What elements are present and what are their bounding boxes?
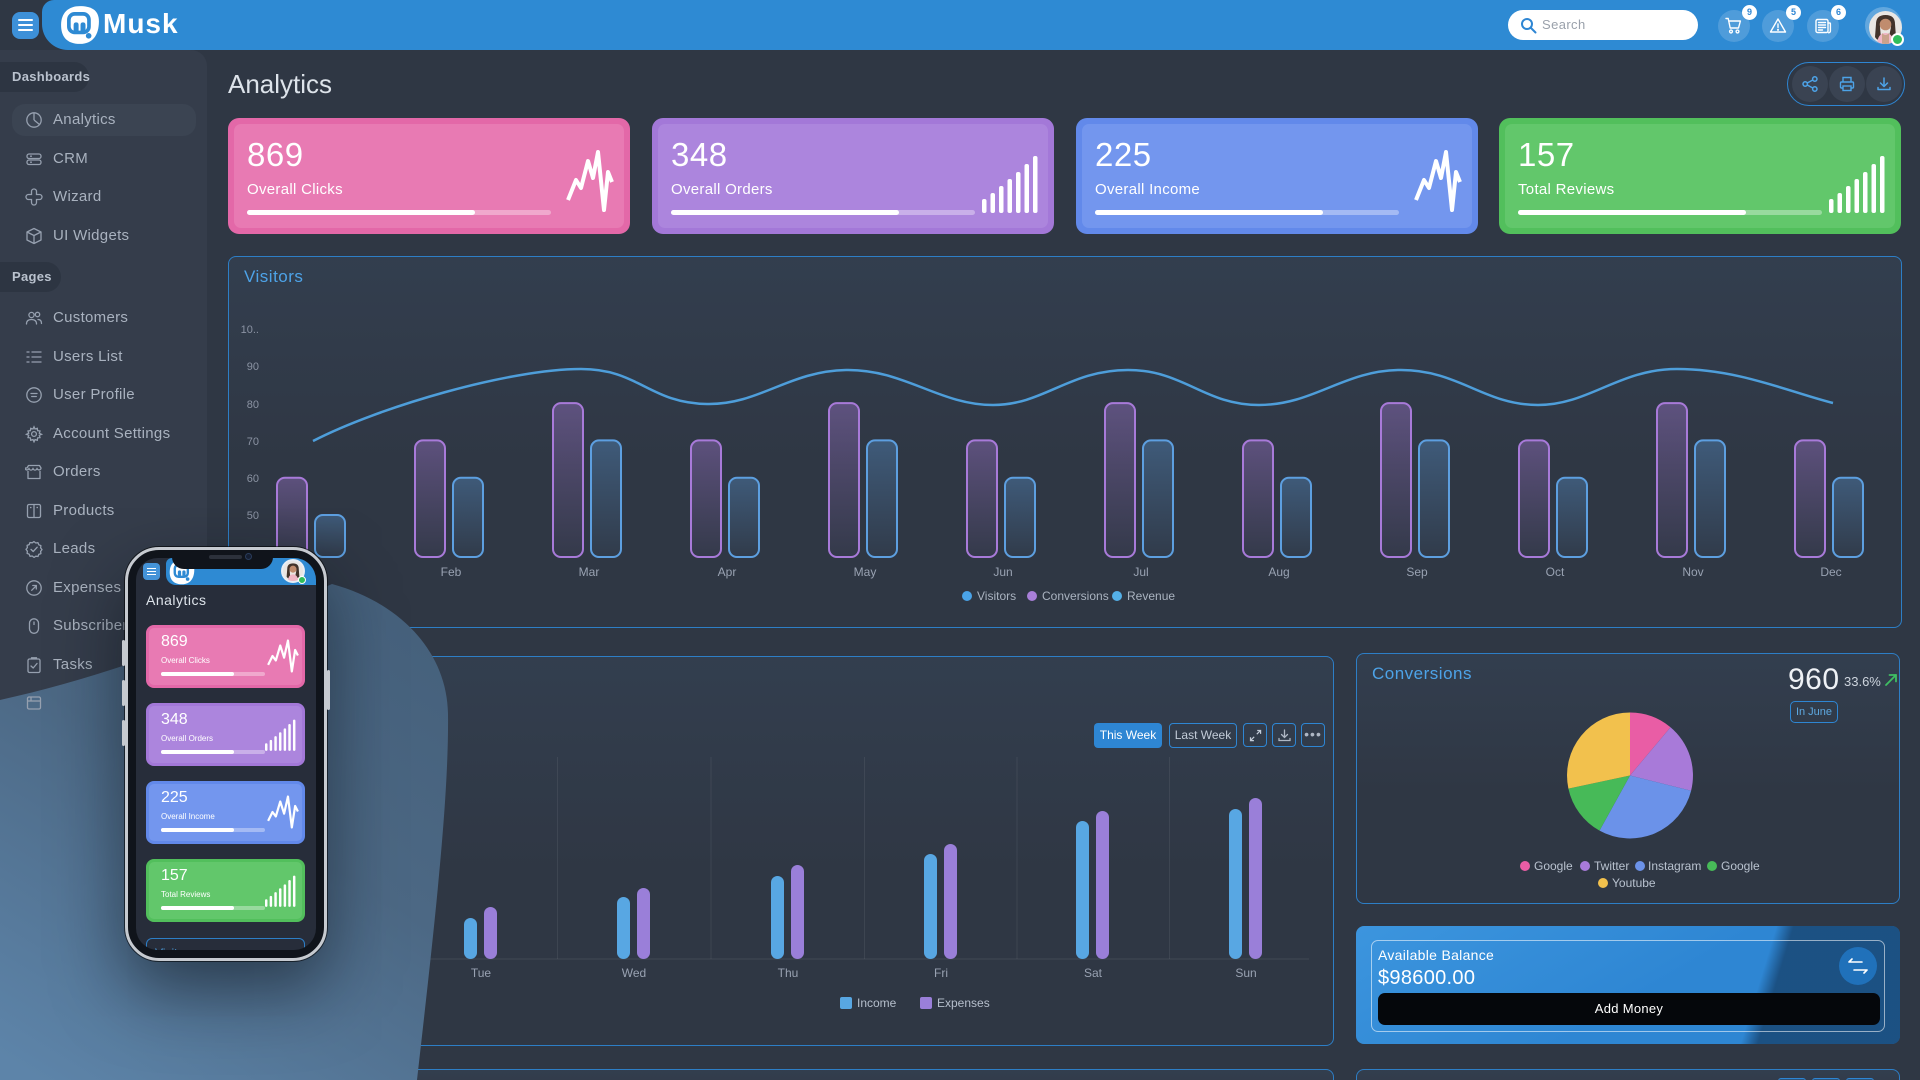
svg-text:Google: Google bbox=[1721, 859, 1760, 873]
svg-text:Tue: Tue bbox=[471, 966, 492, 980]
svg-text:Aug: Aug bbox=[1268, 565, 1289, 579]
svg-text:10..: 10.. bbox=[241, 324, 259, 336]
svg-text:Wed: Wed bbox=[622, 966, 646, 980]
svg-text:Instagram: Instagram bbox=[1648, 859, 1701, 873]
svg-text:Oct: Oct bbox=[1546, 565, 1565, 579]
svg-text:Conversions: Conversions bbox=[1042, 589, 1109, 603]
svg-text:Apr: Apr bbox=[718, 565, 737, 579]
svg-text:Visitors: Visitors bbox=[977, 589, 1016, 603]
svg-text:Jul: Jul bbox=[1133, 565, 1148, 579]
svg-text:Revenue: Revenue bbox=[1127, 589, 1175, 603]
svg-text:90: 90 bbox=[247, 361, 259, 373]
svg-text:Jun: Jun bbox=[993, 565, 1012, 579]
svg-text:70: 70 bbox=[247, 436, 259, 448]
svg-text:Sun: Sun bbox=[1235, 966, 1256, 980]
svg-text:Mar: Mar bbox=[579, 565, 600, 579]
svg-text:80: 80 bbox=[247, 399, 259, 411]
svg-text:Income: Income bbox=[857, 996, 897, 1010]
svg-text:May: May bbox=[854, 565, 877, 579]
svg-text:Dec: Dec bbox=[1820, 565, 1841, 579]
svg-text:Twitter: Twitter bbox=[1594, 859, 1629, 873]
svg-text:Thu: Thu bbox=[778, 966, 799, 980]
svg-text:Mon: Mon bbox=[316, 966, 339, 980]
svg-text:Youtube: Youtube bbox=[1612, 876, 1656, 890]
svg-text:Expenses: Expenses bbox=[937, 996, 990, 1010]
svg-text:Sep: Sep bbox=[1406, 565, 1428, 579]
svg-text:60: 60 bbox=[247, 473, 259, 485]
svg-text:Fri: Fri bbox=[934, 966, 948, 980]
svg-text:Nov: Nov bbox=[1682, 565, 1703, 579]
svg-text:Google: Google bbox=[1534, 859, 1573, 873]
svg-text:50: 50 bbox=[247, 510, 259, 522]
svg-text:Feb: Feb bbox=[441, 565, 462, 579]
svg-text:Sat: Sat bbox=[1084, 966, 1103, 980]
